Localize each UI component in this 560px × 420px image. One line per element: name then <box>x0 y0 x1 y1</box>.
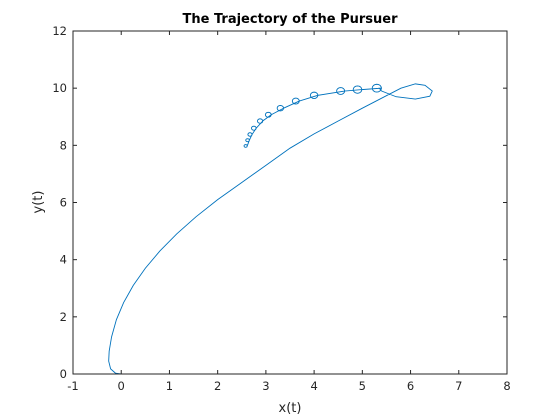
x-tick-label: -1 <box>67 379 78 393</box>
y-tick-label: 0 <box>60 367 67 381</box>
y-tick-label: 6 <box>60 196 67 210</box>
x-tick-label: 8 <box>503 379 510 393</box>
x-tick-label: 2 <box>214 379 221 393</box>
x-axis-label: x(t) <box>279 401 302 416</box>
y-tick-label: 12 <box>52 24 67 38</box>
x-tick-label: 6 <box>407 379 414 393</box>
x-tick-label: 4 <box>310 379 317 393</box>
y-tick-label: 4 <box>60 253 67 267</box>
chart-title: The Trajectory of the Pursuer <box>183 12 399 27</box>
y-tick-label: 8 <box>60 138 67 152</box>
plot-area-background <box>73 31 507 374</box>
y-tick-label: 10 <box>52 81 67 95</box>
x-tick-label: 7 <box>455 379 462 393</box>
x-tick-label: 5 <box>359 379 366 393</box>
x-tick-label: 0 <box>118 379 125 393</box>
y-axis-label: y(t) <box>31 191 46 214</box>
x-tick-label: 3 <box>262 379 269 393</box>
x-tick-label: 1 <box>166 379 173 393</box>
y-tick-label: 2 <box>60 310 67 324</box>
